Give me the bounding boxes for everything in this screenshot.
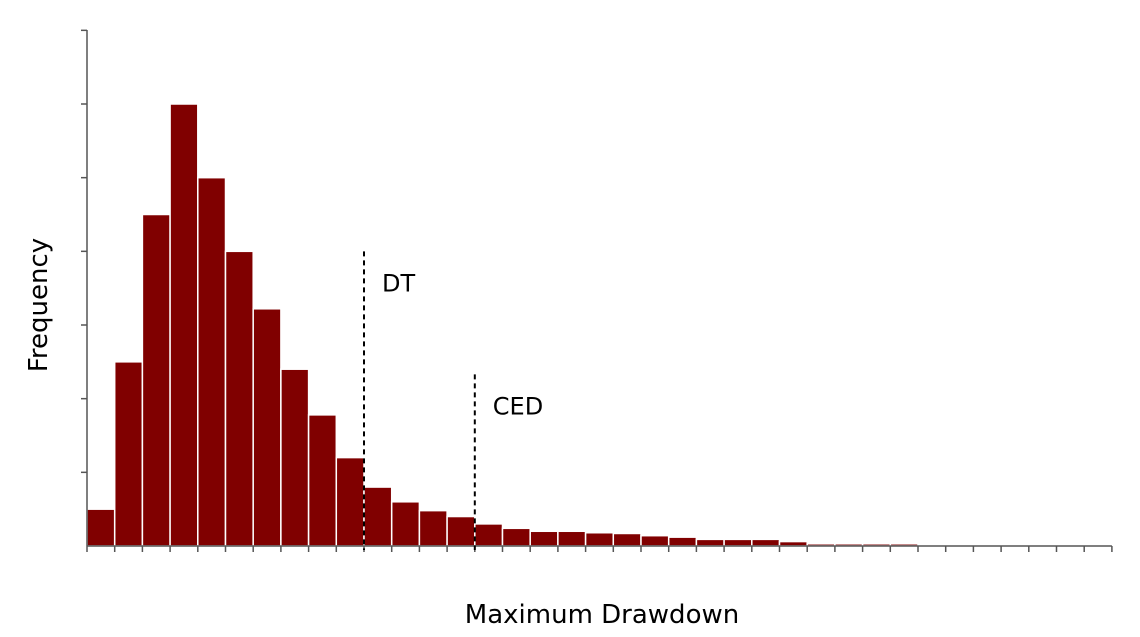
histogram-bar: [390, 501, 421, 547]
y-axis-title: Frequency: [24, 238, 54, 372]
bars-group: [86, 103, 919, 547]
histogram-bar: [224, 250, 254, 547]
histogram-bar: [723, 538, 753, 547]
axes-group: [81, 29, 1113, 552]
threshold-label-dt: DT: [382, 269, 415, 297]
histogram-bar: [612, 532, 642, 547]
histogram-bar: [363, 486, 393, 547]
histogram-bar: [446, 515, 476, 547]
histogram-bar: [501, 527, 531, 547]
histogram-bar: [197, 176, 227, 547]
histogram-bar: [557, 530, 587, 547]
x-axis-title: Maximum Drawdown: [465, 600, 739, 630]
histogram-bar: [169, 103, 199, 547]
histogram-bar: [307, 414, 338, 547]
histogram-bar: [418, 509, 448, 547]
histogram-bar: [529, 530, 559, 547]
histogram-bar: [252, 308, 282, 547]
histogram-bar: [113, 361, 144, 547]
threshold-label-ced: CED: [493, 392, 543, 420]
histogram-bar: [335, 456, 365, 547]
histogram-bar: [474, 523, 504, 547]
histogram-bar: [86, 508, 116, 547]
annotations-group: DT CED: [363, 251, 543, 550]
histogram-bar: [584, 531, 615, 547]
histogram-bar: [667, 536, 698, 547]
y-ticks: [81, 29, 87, 474]
histogram-bar: [141, 213, 171, 547]
histogram-bar: [751, 538, 781, 547]
histogram-bar: [695, 538, 725, 547]
histogram-bar: [280, 368, 310, 547]
histogram-bar: [640, 534, 670, 547]
x-ticks: [86, 546, 1113, 552]
